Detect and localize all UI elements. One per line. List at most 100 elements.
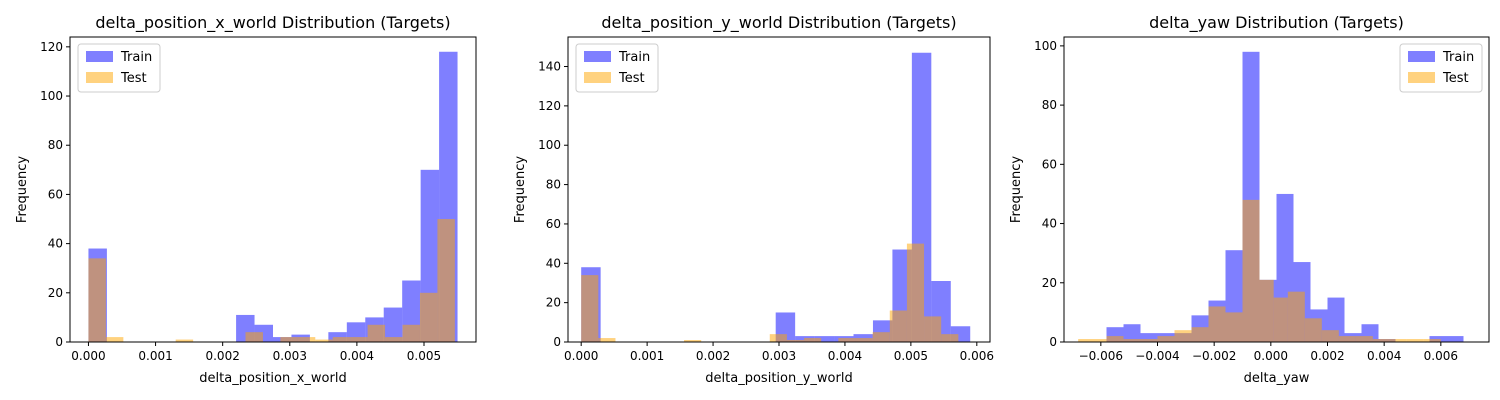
legend-label-test: Test: [120, 71, 147, 86]
histogram-bar: [889, 310, 907, 342]
x-tick-label: 0.004: [1367, 349, 1401, 363]
histogram-bar: [814, 336, 835, 342]
histogram-bar: [1242, 199, 1260, 342]
legend-label-train: Train: [618, 50, 650, 65]
histogram-bar: [769, 334, 787, 342]
x-tick-label: 0.002: [205, 349, 239, 363]
x-tick-label: 0.006: [960, 349, 994, 363]
y-tick-label: 60: [546, 217, 561, 231]
legend-swatch-train: [584, 51, 611, 62]
chart-panel-3: −0.006 −0.004 −0.002 0.000 0.002 0.004 0.006 0 2…: [1009, 13, 1490, 386]
chart-title: delta_position_y_world Distribution (Tar…: [601, 13, 956, 33]
y-tick-label: 40: [1042, 217, 1057, 231]
histogram-bar: [297, 337, 316, 342]
histogram-bar: [175, 339, 194, 342]
histogram-bar: [105, 337, 124, 342]
histogram-bar: [581, 275, 599, 342]
y-tick-label: 20: [546, 296, 561, 310]
histogram-bar: [1273, 297, 1288, 342]
y-tick-label: 100: [40, 89, 63, 103]
y-axis-label: Frequency: [513, 156, 528, 223]
histogram-bar: [437, 219, 455, 342]
chart-panel-2: 0.000 0.001 0.002 0.003 0.004 0.005 0.006 0 20 40…: [513, 13, 994, 386]
histogram-bar: [1106, 336, 1124, 342]
histogram-bar: [1355, 336, 1373, 342]
histogram-bar: [1225, 312, 1243, 342]
histogram-bar: [315, 339, 333, 342]
x-tick-label: −0.006: [1079, 349, 1123, 363]
histogram-bar: [1423, 339, 1441, 342]
histogram-bar: [419, 292, 438, 342]
histogram-bar: [385, 337, 403, 342]
plot-area-frame: [1063, 36, 1490, 343]
y-tick-label: 0: [55, 335, 63, 349]
y-tick-label: 0: [553, 335, 561, 349]
x-tick-label: 0.003: [273, 349, 307, 363]
histogram-bar: [350, 337, 368, 342]
histogram-bar: [804, 338, 822, 342]
histogram-bar: [1338, 336, 1356, 342]
histogram-bar: [941, 334, 959, 342]
histogram-bar: [872, 332, 890, 342]
x-axis-label: delta_position_y_world: [705, 371, 852, 386]
series-test: [88, 219, 455, 342]
chart-panel-1: 0.000 0.001 0.002 0.003 0.004 0.005 0 20 40 60 80 1…: [15, 13, 477, 386]
y-tick-label: 100: [1034, 39, 1057, 53]
series-test: [581, 243, 959, 342]
y-tick-label: 0: [1049, 335, 1057, 349]
y-tick-label: 80: [546, 178, 561, 192]
chart-title: delta_position_x_world Distribution (Tar…: [95, 13, 450, 33]
histogram-bar: [838, 338, 856, 342]
histogram-bar: [1157, 336, 1175, 342]
x-tick-label: 0.005: [407, 349, 441, 363]
legend-label-train: Train: [1442, 50, 1474, 65]
x-tick-label: 0.000: [71, 349, 105, 363]
chart-title: delta_yaw Distribution (Targets): [1149, 13, 1404, 33]
legend: Train Test: [1399, 43, 1483, 93]
y-tick-label: 20: [1042, 276, 1057, 290]
x-tick-label: 0.003: [762, 349, 796, 363]
plot-area-frame: [69, 36, 477, 343]
histogram-bar: [383, 307, 403, 342]
y-axis-label: Frequency: [15, 156, 30, 223]
y-axis-label: Frequency: [1009, 156, 1024, 223]
y-tick-label: 80: [1042, 98, 1057, 112]
y-tick-label: 60: [1042, 157, 1057, 171]
legend-swatch-train: [1408, 51, 1435, 62]
y-tick-label: 120: [538, 99, 561, 113]
histogram-bar: [88, 258, 106, 342]
x-tick-label: 0.004: [340, 349, 374, 363]
x-tick-label: 0.004: [828, 349, 862, 363]
histogram-bar: [402, 324, 420, 342]
histogram-bar: [280, 337, 298, 342]
y-tick-label: 120: [40, 40, 63, 54]
histogram-bar: [924, 316, 942, 342]
legend-swatch-test: [1408, 72, 1435, 83]
series-test: [1078, 199, 1441, 342]
legend-label-test: Test: [1442, 71, 1469, 86]
histogram-bar: [1174, 330, 1192, 342]
y-tick-label: 100: [538, 138, 561, 152]
histogram-bar: [1123, 324, 1141, 342]
legend-label-train: Train: [120, 50, 152, 65]
x-tick-label: 0.001: [630, 349, 664, 363]
histogram-bar: [332, 337, 351, 342]
histogram-bar: [1389, 339, 1407, 342]
histogram-bar: [1078, 339, 1107, 342]
histogram-bar: [598, 338, 616, 342]
histogram-bar: [1191, 327, 1209, 342]
x-tick-label: 0.006: [1424, 349, 1458, 363]
x-tick-label: 0.001: [138, 349, 172, 363]
histogram-bar: [1259, 279, 1274, 342]
x-axis-label: delta_yaw: [1244, 371, 1310, 386]
y-tick-label: 20: [48, 286, 63, 300]
histogram-bar: [245, 332, 263, 342]
legend-swatch-test: [86, 72, 113, 83]
histogram-bar: [1304, 318, 1322, 342]
legend-swatch-train: [86, 51, 113, 62]
x-tick-label: 0.005: [894, 349, 928, 363]
y-tick-label: 80: [48, 138, 63, 152]
x-tick-label: 0.000: [564, 349, 598, 363]
histogram-bar: [1287, 291, 1305, 342]
